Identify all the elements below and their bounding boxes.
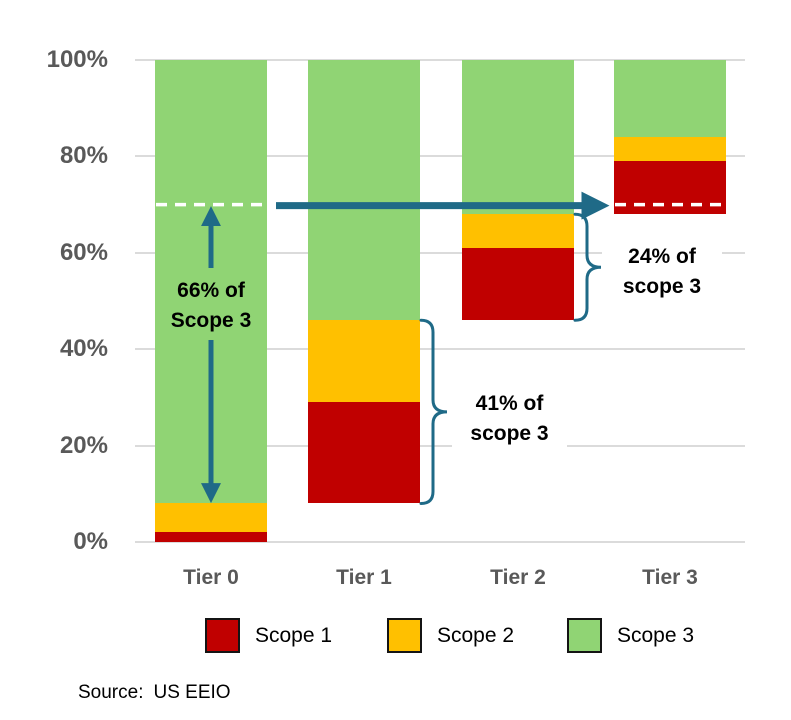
bar-tier1-scope3 — [308, 60, 420, 321]
brace-tier2 — [573, 212, 602, 322]
gridline-60% — [135, 251, 745, 254]
brace-tier1 — [419, 318, 448, 505]
bar-tier0-scope1 — [155, 532, 267, 542]
annotation-line: Scope 3 — [170, 309, 252, 332]
annotation-line: scope 3 — [470, 422, 549, 445]
legend: Scope 1 Scope 2 Scope 3 — [0, 618, 791, 654]
gridline-20% — [135, 444, 745, 447]
legend-label-scope3: Scope 3 — [617, 623, 695, 647]
source-label: Source: — [78, 682, 144, 703]
annotation-66pct-scope3: 66% of Scope 3 — [136, 276, 286, 336]
annotation-24pct-scope3: 24% of scope 3 — [602, 242, 722, 302]
annotation-line: 24% of — [628, 245, 696, 268]
gridline-40% — [135, 348, 745, 351]
bar-tier3-scope3 — [614, 60, 726, 138]
x-axis-label-tier0: Tier 0 — [183, 566, 239, 589]
bar-tier2-scope1 — [462, 247, 574, 321]
bar-tier1-scope1 — [308, 402, 420, 504]
y-axis-label: 80% — [59, 142, 108, 170]
legend-item-scope1: Scope 1 — [205, 618, 332, 653]
bar-tier1-scope2 — [308, 320, 420, 403]
annotation-line: 66% of — [177, 279, 245, 302]
legend-item-scope2: Scope 2 — [387, 618, 514, 653]
annotation-line: 41% of — [475, 392, 544, 415]
source-value: US EEIO — [153, 682, 231, 703]
legend-label-scope1: Scope 1 — [255, 623, 333, 647]
y-axis-label: 20% — [59, 431, 108, 459]
legend-item-scope3: Scope 3 — [567, 618, 694, 653]
legend-label-scope2: Scope 2 — [437, 623, 515, 647]
x-axis-label-tier3: Tier 3 — [642, 566, 698, 589]
legend-swatch-scope1 — [205, 618, 240, 653]
annotation-41pct-scope3: 41% of scope 3 — [452, 389, 567, 449]
y-axis-label: 100% — [46, 46, 108, 73]
gridline-0% — [135, 541, 745, 543]
source-note: Source: US EEIO — [78, 682, 241, 704]
annotation-line: scope 3 — [622, 275, 702, 298]
gridline-80% — [135, 155, 745, 158]
bar-tier3-scope1 — [614, 161, 726, 215]
y-axis-label: 40% — [59, 335, 108, 363]
bar-tier2-scope2 — [462, 214, 574, 248]
x-axis-label-tier2: Tier 2 — [490, 566, 546, 589]
legend-swatch-scope3 — [567, 618, 602, 653]
y-axis-label: 60% — [59, 238, 108, 266]
bar-tier2-scope3 — [462, 60, 574, 215]
bar-tier0-scope2 — [155, 503, 267, 533]
legend-swatch-scope2 — [387, 618, 422, 653]
x-axis-label-tier1: Tier 1 — [336, 566, 392, 589]
gridline-100% — [135, 59, 745, 61]
y-axis-label: 0% — [73, 528, 108, 555]
bar-tier3-scope2 — [614, 137, 726, 162]
